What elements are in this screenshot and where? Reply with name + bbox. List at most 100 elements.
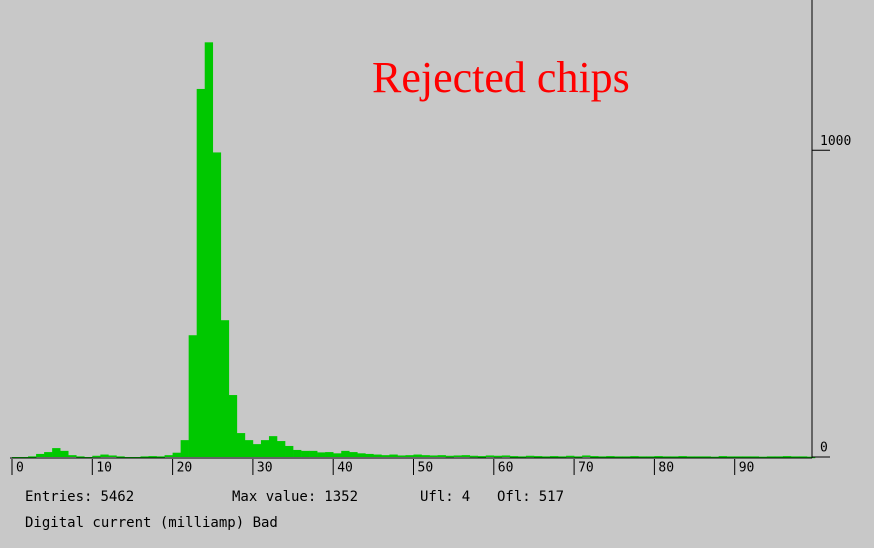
bar	[188, 335, 197, 457]
bar	[782, 456, 792, 458]
bar	[590, 456, 599, 458]
bar	[357, 453, 366, 457]
bar	[525, 455, 535, 458]
x-tick-label: 50	[418, 461, 434, 476]
bar	[493, 455, 503, 458]
bar	[766, 456, 776, 458]
bar	[389, 454, 398, 457]
stat-value: 517	[539, 489, 564, 505]
bar	[533, 456, 543, 458]
bar	[461, 455, 471, 457]
bar	[469, 455, 479, 458]
bar	[204, 42, 214, 458]
bar	[156, 456, 165, 458]
bar	[92, 455, 101, 458]
y-tick-label: 0	[820, 441, 828, 456]
bar	[341, 450, 350, 457]
bar	[220, 320, 230, 457]
bar	[598, 456, 607, 458]
bar	[325, 452, 334, 457]
bar	[678, 456, 687, 458]
bar	[180, 440, 189, 457]
stat-value: 5462	[100, 489, 134, 505]
stat-value: 4	[462, 489, 470, 505]
stat-label: Ufl:	[420, 489, 454, 505]
bar	[662, 456, 671, 458]
x-tick-label: 90	[739, 461, 755, 476]
bar	[806, 456, 816, 459]
bar	[301, 450, 310, 457]
bar	[734, 456, 744, 458]
bar	[333, 453, 342, 457]
bar	[413, 454, 422, 457]
bar	[140, 456, 149, 458]
stat: Max value: 1352	[232, 489, 358, 505]
x-tick-label: 0	[16, 461, 24, 476]
bar	[774, 456, 784, 458]
bar	[606, 456, 615, 458]
bar	[76, 456, 85, 458]
bar	[437, 455, 446, 457]
bar	[541, 456, 551, 458]
bar	[285, 445, 294, 457]
bar	[477, 456, 487, 458]
bar	[276, 441, 286, 457]
x-tick-label: 10	[96, 461, 112, 476]
bar	[558, 456, 567, 458]
bar	[630, 456, 639, 458]
bar	[373, 454, 382, 457]
bar	[196, 88, 206, 457]
stat: Ofl: 517	[497, 489, 564, 505]
stat: Ufl: 4	[420, 489, 470, 505]
bar	[108, 455, 117, 457]
x-tick-label: 40	[337, 461, 353, 476]
bar	[670, 456, 679, 458]
bar	[365, 453, 374, 457]
bar	[44, 452, 53, 457]
bar	[646, 456, 655, 458]
bar	[453, 455, 462, 457]
stat-label: Entries:	[25, 489, 92, 505]
bar	[172, 452, 181, 457]
bar	[60, 450, 69, 457]
annotation: Rejected chips	[372, 53, 630, 102]
bar	[566, 455, 575, 458]
bar	[445, 455, 454, 458]
bar	[244, 440, 254, 457]
bar	[421, 455, 430, 457]
bar	[116, 456, 125, 458]
bar	[686, 456, 695, 458]
bar	[228, 395, 238, 457]
x-tick-label: 30	[257, 461, 273, 476]
bar	[68, 455, 77, 457]
stat-label: Max value:	[232, 489, 316, 505]
x-tick-label: 60	[498, 461, 514, 476]
bar	[252, 444, 262, 457]
y-tick-label: 1000	[820, 134, 851, 149]
bar	[622, 456, 631, 458]
bar	[742, 456, 752, 458]
bar	[485, 455, 495, 457]
x-tick-label: 20	[177, 461, 193, 476]
bar	[236, 433, 246, 457]
stat: Entries: 5462	[25, 489, 134, 505]
bar	[718, 456, 727, 458]
bar	[164, 455, 173, 457]
bar	[381, 455, 390, 457]
bar	[36, 453, 45, 457]
x-axis-label: Digital current (milliamp) Bad	[25, 515, 278, 531]
bar	[758, 456, 768, 459]
bar	[582, 455, 591, 457]
stat-label: Ofl:	[497, 489, 531, 505]
bar	[710, 456, 719, 459]
x-tick-label: 80	[658, 461, 674, 476]
bar	[614, 456, 623, 458]
bar	[798, 456, 808, 458]
x-tick-label: 70	[578, 461, 594, 476]
bar	[429, 455, 438, 457]
bar	[750, 456, 760, 458]
stat-value: 1352	[324, 489, 358, 505]
bar	[268, 436, 278, 457]
bar	[349, 452, 358, 457]
